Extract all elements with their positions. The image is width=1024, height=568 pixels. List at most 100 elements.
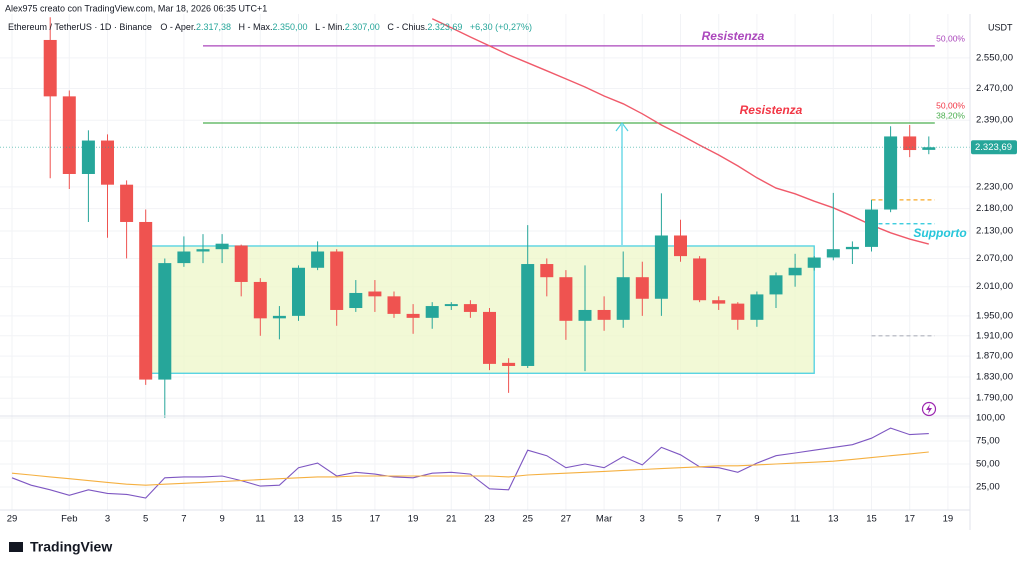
- y-tick-label: 2.390,00: [976, 115, 1013, 126]
- brand: TradingView: [30, 539, 112, 555]
- annotation: Supporto: [913, 226, 966, 240]
- last-price-label: 2.323,69: [975, 142, 1012, 153]
- y-tick-label: 2.230,00: [976, 181, 1013, 192]
- y-tick-label: 2.180,00: [976, 203, 1013, 214]
- rsi-tick-label: 100,00: [976, 413, 1005, 424]
- rsi-line: [11, 427, 929, 499]
- candle-body: [158, 263, 172, 380]
- x-tick-label: 15: [866, 514, 877, 525]
- x-tick-label: 11: [790, 514, 800, 525]
- y-tick-label: 2.550,00: [976, 52, 1013, 63]
- candle-body: [62, 96, 76, 174]
- x-tick-label: 3: [640, 514, 645, 525]
- candle-body: [101, 140, 114, 185]
- y-tick-label: 1.870,00: [976, 351, 1013, 362]
- candle-body: [234, 245, 248, 282]
- brand-logo: [9, 542, 23, 552]
- x-tick-label: 19: [943, 514, 954, 525]
- y-tick-label: 2.470,00: [976, 83, 1013, 94]
- symbol-legend: Ethereum / TetherUS · 1D · Binance O - A…: [8, 22, 532, 32]
- candle-body: [731, 303, 745, 320]
- ohlc-value: 2.323,69: [427, 22, 462, 32]
- candle-body: [559, 277, 573, 321]
- candle-body: [81, 140, 95, 174]
- candle-body: [43, 39, 57, 97]
- x-tick-label: 23: [484, 514, 495, 525]
- candle-body: [674, 235, 687, 257]
- currency: USDT: [988, 22, 1013, 32]
- alert-icon[interactable]: [921, 401, 937, 417]
- y-tick-label: 2.130,00: [976, 225, 1013, 236]
- x-tick-label: Feb: [61, 514, 77, 525]
- x-tick-label: Mar: [596, 514, 612, 525]
- rsi-tick-label: 25,00: [976, 482, 1000, 493]
- candle-body: [788, 267, 802, 276]
- rsi-tick-label: 50,00: [976, 459, 1000, 470]
- x-tick-label: 13: [293, 514, 304, 525]
- x-tick-label: 13: [828, 514, 839, 525]
- x-tick-label: 21: [446, 514, 457, 525]
- candle-body: [750, 294, 764, 320]
- y-tick-label: 2.070,00: [976, 253, 1013, 264]
- y-tick-label: 1.950,00: [976, 310, 1013, 321]
- candle-body: [444, 304, 458, 307]
- candle-body: [769, 275, 783, 295]
- rsi-tick-label: 75,00: [976, 436, 1000, 447]
- x-tick-label: 17: [904, 514, 915, 525]
- candle-body: [177, 251, 191, 264]
- ohlc-label: H - Max.: [239, 22, 273, 32]
- candle-body: [253, 281, 267, 319]
- fib-label: 38,20%: [936, 110, 965, 120]
- symbol: Ethereum / TetherUS · 1D · Binance: [8, 22, 152, 32]
- candle-body: [120, 184, 134, 222]
- candle-body: [654, 235, 668, 299]
- candle-body: [502, 362, 516, 366]
- ohlc-value: 2.350,00: [273, 22, 308, 32]
- candle-body: [807, 257, 821, 268]
- fib-label: 50,00%: [936, 100, 965, 110]
- ohlc-value: 2.307,00: [345, 22, 380, 32]
- candle-body: [215, 243, 229, 250]
- credit: Alex975 creato con TradingView.com, Mar …: [5, 3, 267, 13]
- y-tick-label: 1.790,00: [976, 393, 1013, 404]
- y-tick-label: 2.010,00: [976, 281, 1013, 292]
- candle-body: [521, 264, 535, 366]
- fib-label: 50,00%: [936, 33, 965, 43]
- x-tick-label: 7: [181, 514, 186, 525]
- x-tick-label: 27: [561, 514, 572, 525]
- candle-body: [483, 311, 496, 364]
- ohlc-label: L - Min.: [315, 22, 345, 32]
- target-arrow-head: [615, 122, 629, 132]
- x-tick-label: 29: [7, 514, 18, 525]
- x-tick-label: 9: [754, 514, 759, 525]
- candle-body: [196, 249, 210, 252]
- annotation: Resistenza: [702, 29, 765, 43]
- candle-body: [540, 264, 554, 278]
- candle-body: [139, 221, 153, 380]
- x-tick-label: 15: [331, 514, 342, 525]
- candle-body: [292, 267, 305, 316]
- candle-body: [425, 306, 439, 318]
- candle-body: [272, 315, 286, 319]
- ohlc-label: O - Aper.: [160, 22, 196, 32]
- candle-body: [330, 251, 344, 310]
- x-tick-label: 9: [219, 514, 224, 525]
- candle-body: [922, 147, 936, 150]
- alert-icon-bolt: [926, 404, 932, 414]
- x-tick-label: 5: [678, 514, 683, 525]
- rsi-line: [11, 451, 929, 486]
- x-tick-label: 11: [255, 514, 265, 525]
- x-tick-label: 3: [105, 514, 110, 525]
- x-tick-label: 17: [370, 514, 381, 525]
- x-tick-label: 25: [522, 514, 533, 525]
- candle-body: [712, 300, 726, 304]
- candle-body: [635, 277, 649, 299]
- last-price-box: [971, 140, 1017, 155]
- candle-body: [903, 136, 917, 151]
- candle-body: [578, 309, 592, 321]
- candle-body: [597, 309, 611, 320]
- candle-body: [845, 246, 859, 250]
- candle-body: [826, 249, 840, 258]
- candle-body: [463, 304, 477, 312]
- candle-body: [865, 209, 878, 247]
